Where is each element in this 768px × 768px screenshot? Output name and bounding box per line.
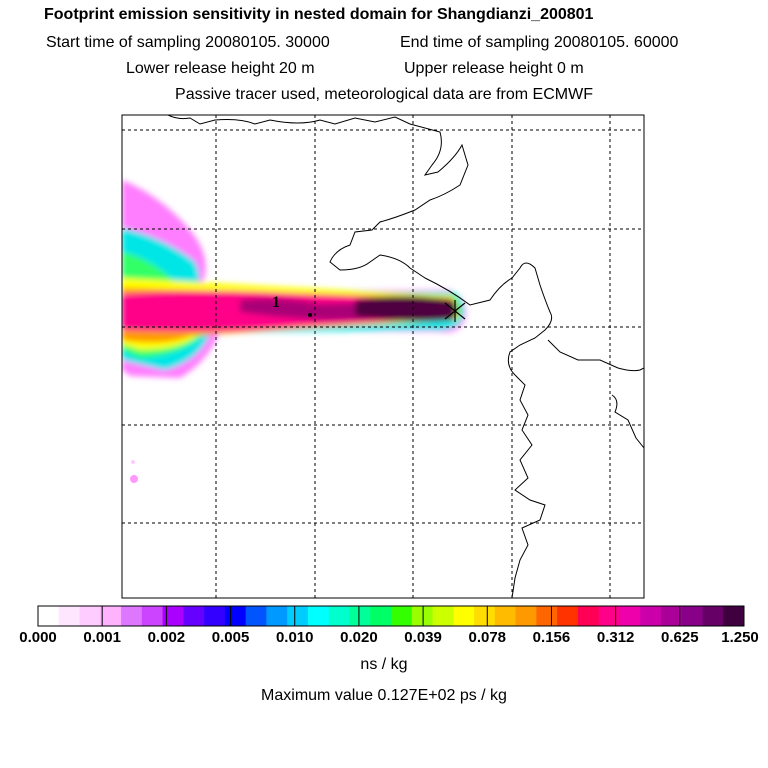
map-title: Footprint emission sensitivity in nested… [44, 6, 594, 23]
colorbar-cell [204, 606, 226, 626]
end-time-label: End time of sampling 20080105. 60000 [400, 34, 679, 51]
colorbar-cell [474, 606, 496, 626]
colorbar-cell [224, 606, 247, 626]
colorbar-cell [723, 606, 745, 626]
small-plume-spot [130, 475, 138, 483]
tracer-info-line: Passive tracer used, meteorological data… [175, 86, 593, 103]
colorbar-tick-label: 0.312 [596, 629, 635, 646]
colorbar-cell [536, 606, 558, 626]
lat-lon-grid [122, 115, 644, 598]
colorbar-cell [100, 606, 122, 626]
coastline [167, 115, 553, 598]
colorbar-tick-label: 0.020 [340, 629, 378, 646]
colorbar-cell [598, 606, 620, 626]
location-dot [308, 313, 312, 317]
colorbar-cell [141, 606, 164, 626]
colorbar-tick-label: 0.010 [275, 629, 314, 646]
colorbar-cell [121, 606, 143, 626]
lower-release-height-label: Lower release height 20 m [126, 60, 315, 77]
colorbar-cell [640, 606, 662, 626]
colorbar-tick-label: 0.001 [83, 629, 121, 646]
colorbar-cell [494, 606, 517, 626]
receptor-marker [444, 300, 466, 322]
colorbar-tick-label: 0.039 [404, 629, 442, 646]
coastline-east [611, 394, 644, 449]
colorbar-cell [681, 606, 703, 626]
colorbar-cell [370, 606, 392, 626]
colorbar-tick-label: 0.000 [19, 629, 57, 646]
colorbar-cell [660, 606, 683, 626]
colorbar-cell [162, 606, 184, 626]
colorbar-cell [58, 606, 81, 626]
colorbar-cell [577, 606, 600, 626]
map-frame [121, 114, 645, 599]
units-label: ns / kg [360, 656, 408, 673]
colorbar-cell [619, 606, 641, 626]
colorbar-tick-label: 0.005 [211, 629, 250, 646]
maximum-value-label: Maximum value 0.127E+02 ps / kg [261, 687, 507, 704]
colorbar-cell [515, 606, 537, 626]
colorbar-cell [245, 606, 267, 626]
colorbar-cell [702, 606, 724, 626]
upper-release-height-label: Upper release height 0 m [404, 60, 584, 77]
colorbar-cell [432, 606, 454, 626]
colorbar-tick-label: 0.156 [532, 629, 571, 646]
colorbar-cell [349, 606, 371, 626]
colorbar-cell [411, 606, 434, 626]
colorbar-tick-label: 0.625 [661, 629, 699, 646]
colorbar-tick-label: 0.002 [147, 629, 186, 646]
coastline-peninsula [547, 339, 644, 372]
small-plume-spot-2 [131, 460, 135, 464]
colorbar-cell [391, 606, 413, 626]
plume-layer-core [355, 296, 457, 322]
colorbar-cell [266, 606, 288, 626]
sensitivity-plume [122, 180, 466, 378]
colorbar-tick-label: 0.078 [468, 629, 507, 646]
colorbar-cell [453, 606, 475, 626]
colorbar-cell [287, 606, 309, 626]
colorbar-cell [557, 606, 579, 626]
colorbar-tick-label: 1.250 [721, 629, 759, 646]
start-time-label: Start time of sampling 20080105. 30000 [46, 34, 330, 51]
colorbar-cell [79, 606, 101, 626]
colorbar-cell [307, 606, 330, 626]
release-label: 1 [272, 294, 280, 311]
colorbar-cell [38, 606, 60, 626]
colorbar-cell [183, 606, 205, 626]
colorbar-cell [328, 606, 350, 626]
